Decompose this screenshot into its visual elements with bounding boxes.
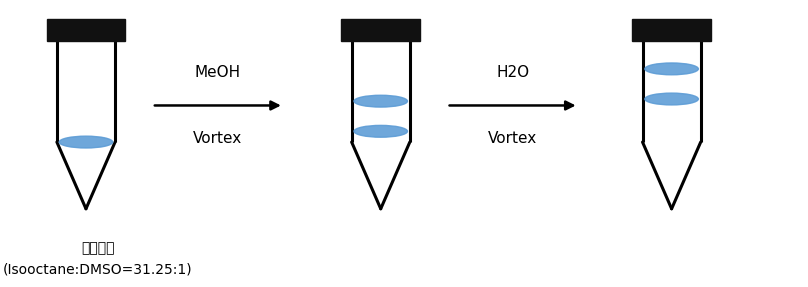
Ellipse shape xyxy=(645,93,698,105)
Text: Vortex: Vortex xyxy=(488,131,537,146)
Bar xyxy=(633,20,711,41)
Ellipse shape xyxy=(354,125,407,137)
Text: H2O: H2O xyxy=(496,65,529,80)
Text: Vortex: Vortex xyxy=(193,131,242,146)
Ellipse shape xyxy=(354,95,407,107)
Bar xyxy=(47,20,125,41)
Ellipse shape xyxy=(645,63,698,75)
Text: 반응용액: 반응용액 xyxy=(81,241,115,255)
Text: (Isooctane:DMSO=31.25:1): (Isooctane:DMSO=31.25:1) xyxy=(2,263,192,277)
Ellipse shape xyxy=(59,136,113,148)
Bar xyxy=(342,20,420,41)
Text: MeOH: MeOH xyxy=(195,65,241,80)
